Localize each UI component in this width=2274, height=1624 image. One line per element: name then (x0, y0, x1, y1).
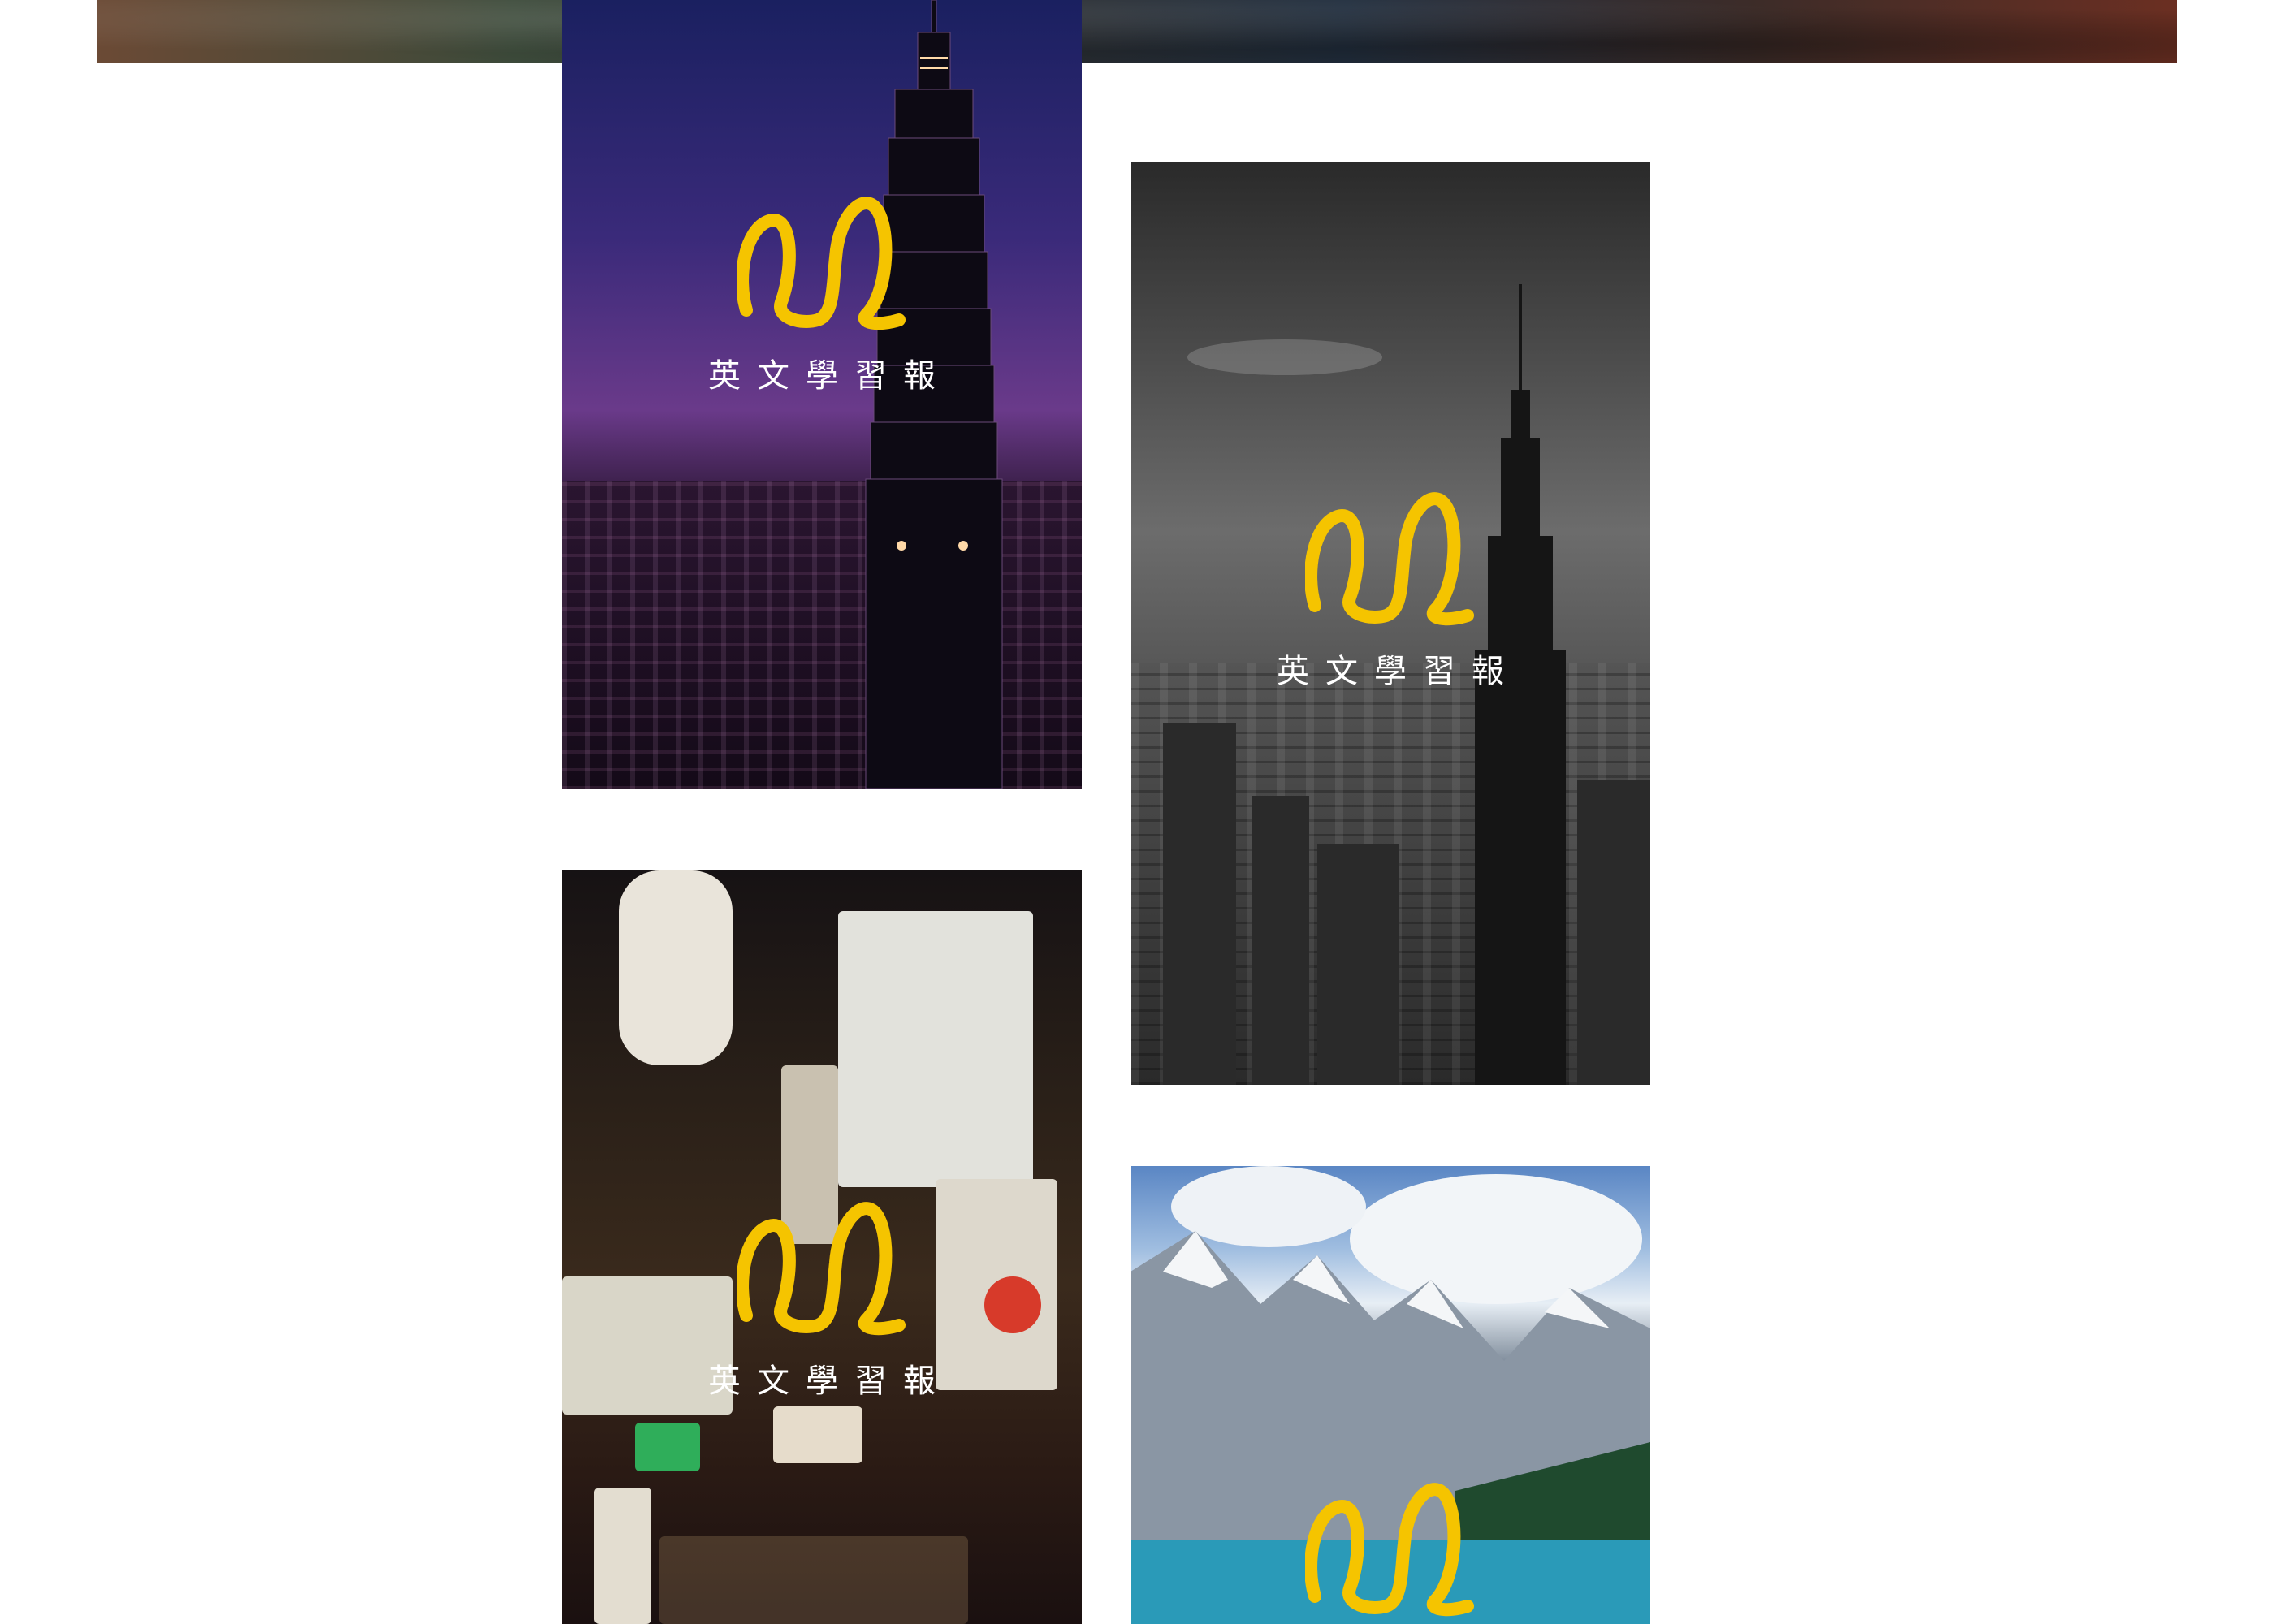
brand-name: 英文學習報 (1277, 653, 1520, 690)
card-taipei-night[interactable]: 英文學習報 (562, 0, 1082, 789)
empire-state-building (1163, 284, 1650, 1085)
alley-crowd (659, 1536, 968, 1624)
yellow-loop-logo-icon (1305, 492, 1474, 626)
card-new-york[interactable]: 英文學習報 (1131, 162, 1650, 1085)
shop-sign (781, 1065, 838, 1244)
shop-sign (562, 1276, 733, 1415)
brand-logo-group: 英文學習報 (562, 1186, 1082, 1402)
shop-sign (773, 1406, 862, 1463)
brand-name: 英文學習報 (708, 1363, 952, 1400)
shop-sign (594, 1488, 651, 1624)
shop-sign-large (838, 911, 1033, 1187)
brand-logo-group: 英文學習報 (1131, 1466, 1650, 1624)
green-sign (635, 1423, 700, 1471)
yellow-loop-logo-icon (1305, 1483, 1474, 1617)
yellow-loop-logo-icon (737, 1202, 906, 1336)
card-moraine-lake[interactable]: 英文學習報 (1131, 1166, 1650, 1624)
top-banner-image (97, 0, 2177, 63)
brand-name: 英文學習報 (708, 357, 952, 395)
card-tokyo-alley[interactable]: 英文學習報 (562, 870, 1082, 1624)
yellow-loop-logo-icon (737, 197, 906, 330)
paper-lantern (619, 870, 733, 1065)
taipei-101-tower (865, 0, 1003, 789)
brand-logo-group: 英文學習報 (1131, 476, 1650, 692)
red-circle-sign (984, 1276, 1041, 1333)
brand-logo-group: 英文學習報 (562, 180, 1082, 396)
mountain-range (1131, 1166, 1650, 1624)
